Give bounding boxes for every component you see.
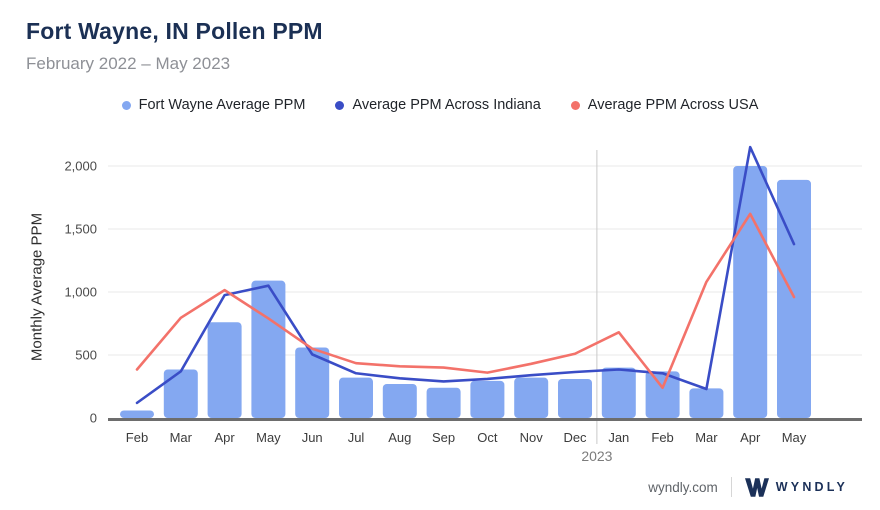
line-series-average-ppm-across-indiana: [135, 145, 796, 405]
x-tick-label-may-3: May: [256, 430, 281, 445]
legend-dot-fort-wayne-icon: [121, 100, 131, 110]
wyndly-brand: WYNDLY: [744, 477, 848, 497]
wyndly-logo-path: [744, 477, 769, 497]
brand-name-label: WYNDLY: [775, 480, 848, 494]
y-tick-label: 1,500: [64, 222, 97, 237]
year-label: 2023: [581, 448, 612, 464]
bar-mar-13: [689, 388, 724, 418]
legend-dot-usa-icon: [570, 100, 580, 110]
bar-oct-8: [470, 380, 505, 418]
x-tick-label-jan-11: Jan: [608, 430, 629, 445]
bar-may-15: [777, 179, 811, 418]
bar-sep-7: [426, 387, 461, 418]
page-title: Fort Wayne, IN Pollen PPM: [26, 18, 323, 44]
y-tick-label: 2,000: [64, 159, 97, 174]
legend-label: Fort Wayne Average PPM: [138, 97, 306, 113]
x-tick-label-mar-1: Mar: [170, 430, 193, 445]
legend-label: Average PPM Across USA: [587, 97, 759, 113]
bar-apr-2: [207, 322, 242, 418]
wyndly-logo-icon: [744, 477, 769, 497]
bar-mar-1: [163, 369, 198, 418]
y-tick-label: 1,000: [64, 285, 97, 300]
footer-divider: [730, 477, 732, 497]
chart-legend: Fort Wayne Average PPM Average PPM Acros…: [0, 97, 880, 113]
x-tick-label-dec-10: Dec: [563, 430, 587, 445]
bar-feb-0: [120, 410, 154, 418]
legend-dot-indiana-icon: [335, 100, 345, 110]
x-tick-label-aug-6: Aug: [388, 430, 411, 445]
bar-may-3: [251, 280, 286, 418]
x-tick-label-feb-0: Feb: [126, 430, 148, 445]
legend-item-indiana: Average PPM Across Indiana: [335, 97, 541, 113]
pollen-chart-plot: 0 500 1,000 1,500 2,000 Feb Mar Apr May Jun Jul Aug…: [64, 145, 862, 464]
x-tick-label-mar-13: Mar: [695, 430, 718, 445]
footer-credit: wyndly.com WYNDLY: [648, 477, 848, 497]
legend-label: Average PPM Across Indiana: [352, 97, 541, 113]
x-tick-label-oct-8: Oct: [477, 430, 498, 445]
x-tick-label-may-15: May: [782, 430, 807, 445]
bar-feb-12: [645, 371, 680, 418]
chart-header: Fort Wayne, IN Pollen PPM February 2022 …: [26, 18, 323, 74]
x-tick-label-nov-9: Nov: [520, 430, 544, 445]
date-range-subtitle: February 2022 – May 2023: [26, 54, 231, 73]
bar-nov-9: [514, 377, 549, 418]
legend-item-fort-wayne: Fort Wayne Average PPM: [121, 97, 306, 113]
legend-item-usa: Average PPM Across USA: [570, 97, 759, 113]
x-tick-label-sep-7: Sep: [432, 430, 455, 445]
bar-jun-4: [295, 347, 330, 418]
y-tick-label: 500: [75, 348, 97, 363]
x-tick-label-apr-14: Apr: [740, 430, 761, 445]
bar-aug-6: [382, 383, 417, 418]
x-tick-label-jun-4: Jun: [302, 430, 323, 445]
x-tick-label-feb-12: Feb: [651, 430, 673, 445]
line-series-average-ppm-across-usa: [135, 212, 796, 390]
x-tick-label-jul-5: Jul: [348, 430, 365, 445]
bar-jan-11: [601, 367, 636, 418]
site-url-label: wyndly.com: [648, 479, 718, 495]
x-tick-label-apr-2: Apr: [214, 430, 235, 445]
bar-apr-14: [733, 166, 768, 418]
bar-jul-5: [339, 377, 373, 418]
bar-dec-10: [558, 378, 592, 418]
y-tick-label: 0: [90, 411, 97, 426]
